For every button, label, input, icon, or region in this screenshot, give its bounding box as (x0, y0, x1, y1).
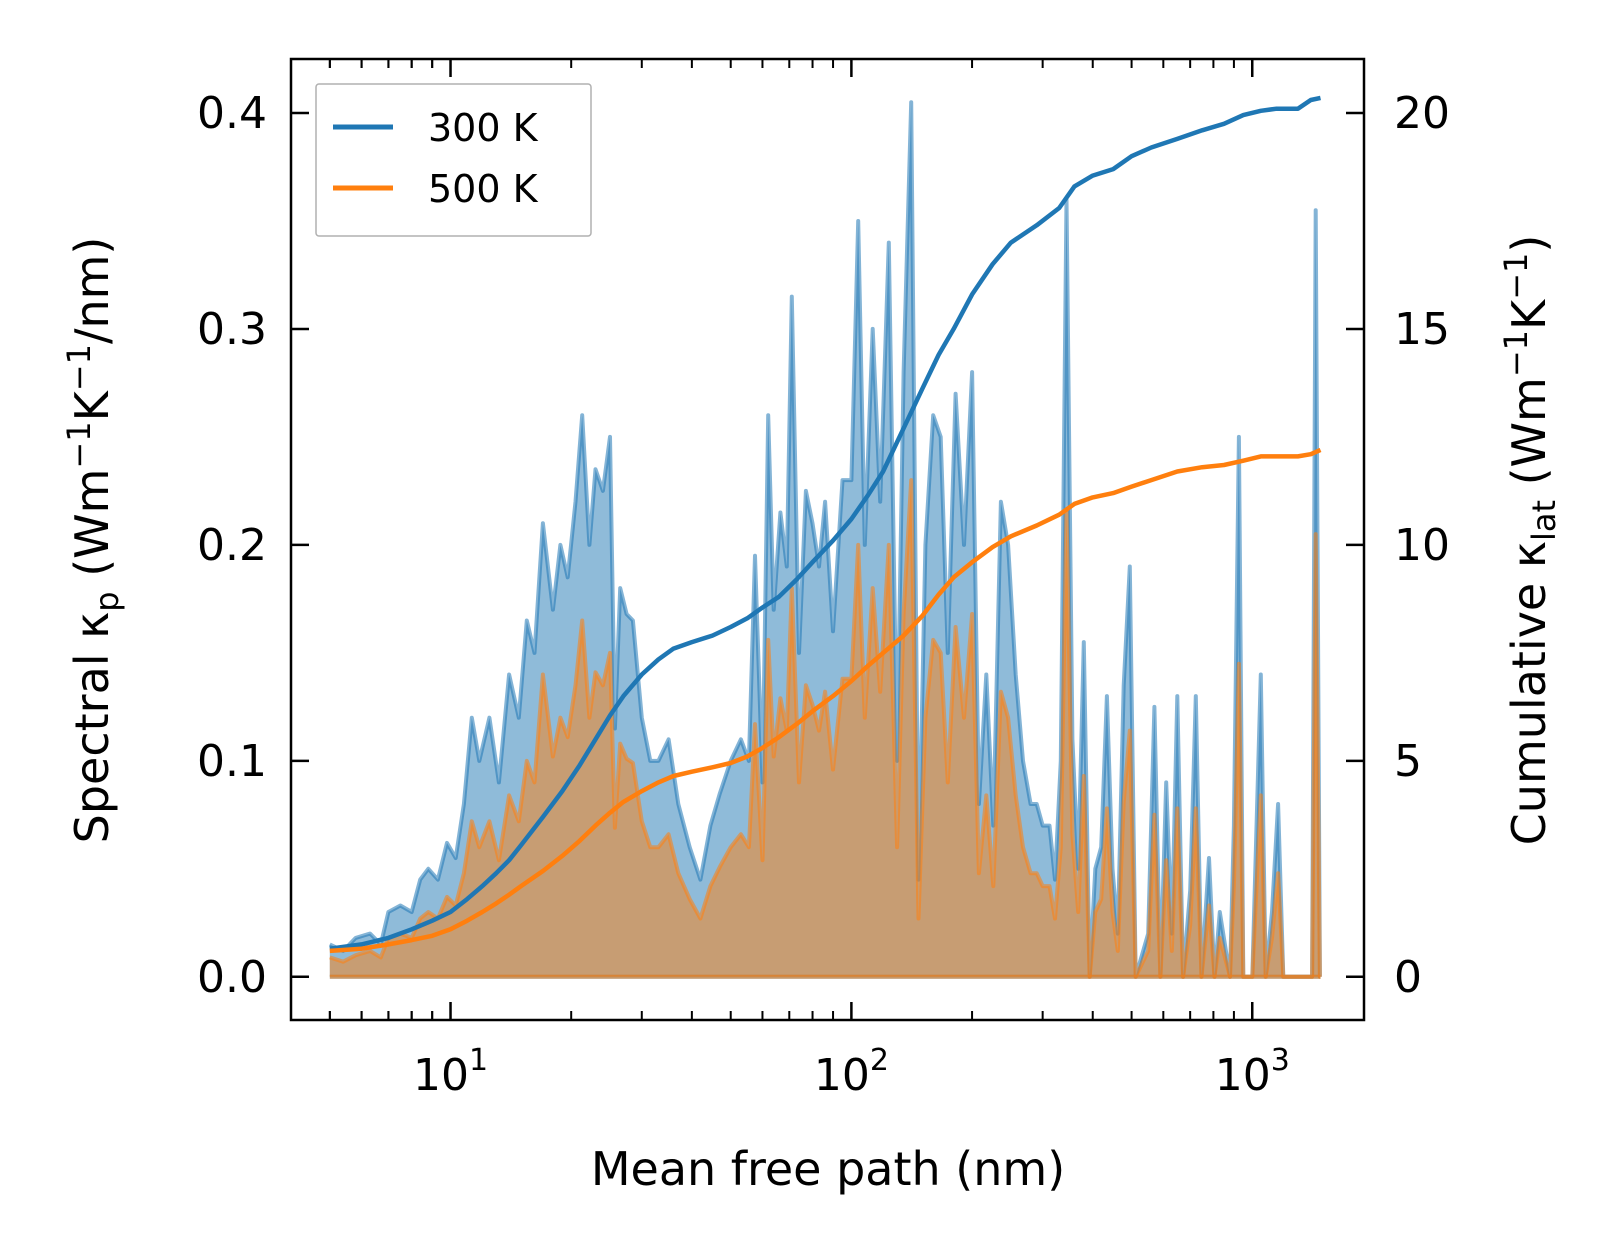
y-left-tick-label: 0.0 (197, 952, 267, 1003)
y-right-tick-label: 15 (1394, 304, 1450, 355)
legend-label-500k: 500 K (428, 167, 539, 211)
legend: 300 K 500 K (315, 83, 592, 237)
cumulative-line-500k (329, 447, 1322, 954)
spectral-line-500k (329, 478, 1322, 979)
x-axis-title: Mean free path (nm) (591, 1142, 1065, 1196)
x-tick-label: 101 (413, 1043, 488, 1101)
y-right-tick-label: 5 (1394, 736, 1422, 787)
spectral-line-300k (328, 100, 1322, 979)
y-left-tick-label: 0.4 (197, 88, 267, 139)
y-axis-right-title: Cumulative κlat (Wm−1K−1) (1497, 235, 1563, 846)
y-right-tick-label: 0 (1394, 952, 1422, 1003)
y-left-tick-label: 0.2 (197, 520, 267, 571)
plot-frame (289, 57, 1366, 1022)
y-axis-left-title: Spectral κp (Wm−1K−1/nm) (60, 237, 126, 844)
y-left-tick-label: 0.3 (197, 304, 267, 355)
legend-label-300k: 300 K (428, 106, 539, 150)
legend-box (315, 83, 592, 237)
x-tick-label: 102 (814, 1043, 889, 1101)
y-left-tick-label: 0.1 (197, 736, 267, 787)
cumulative-line-300k (329, 95, 1321, 951)
y-right-tick-label: 10 (1394, 520, 1450, 571)
x-tick-label: 103 (1215, 1043, 1290, 1101)
y-right-tick-label: 20 (1394, 88, 1450, 139)
